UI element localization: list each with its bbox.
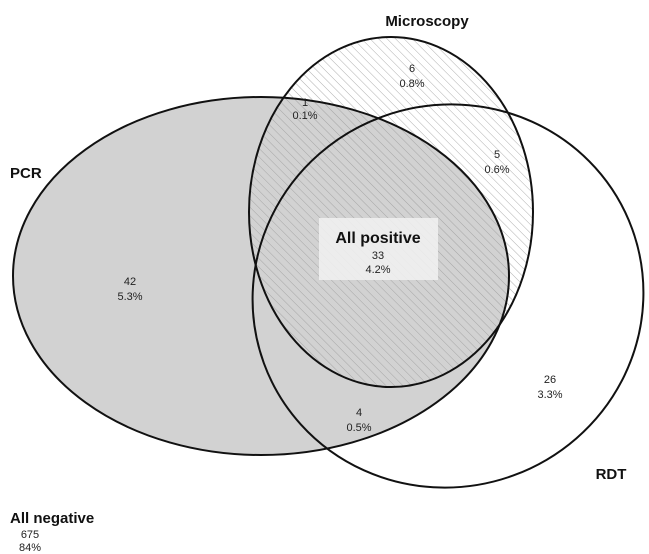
- pcr-rdt-count: 4: [356, 407, 362, 419]
- microscopy-ellipse-outline: [248, 36, 534, 388]
- rdt-only-percent: 3.3%: [537, 389, 562, 401]
- pcr-microscopy-percent: 0.1%: [292, 110, 317, 122]
- pcr-ellipse-outline: [12, 96, 510, 456]
- set-label-microscopy: Microscopy: [385, 13, 469, 30]
- rdt-ellipse: [251, 103, 645, 489]
- set-label-rdt: RDT: [596, 466, 627, 483]
- all-positive-title: All positive: [335, 230, 420, 247]
- all-negative-percent: 84%: [19, 542, 41, 554]
- rdt-only-count: 26: [544, 374, 556, 386]
- all-positive-count: 33: [372, 250, 384, 262]
- microscopy-rdt-count: 5: [494, 149, 500, 161]
- all-negative-title: All negative: [10, 510, 94, 527]
- all-negative-count: 675: [21, 529, 39, 541]
- microscopy-ellipse: [249, 37, 533, 387]
- pcr-rdt-percent: 0.5%: [346, 422, 371, 434]
- microscopy-only-percent: 0.8%: [399, 78, 424, 90]
- pcr-only-count: 42: [124, 276, 136, 288]
- microscopy-only-count: 6: [409, 63, 415, 75]
- pcr-only-percent: 5.3%: [117, 291, 142, 303]
- all-positive-percent: 4.2%: [365, 264, 390, 276]
- all-positive-label-bg: [319, 218, 438, 280]
- pcr-microscopy-count: 1: [302, 97, 308, 109]
- set-label-pcr: PCR: [10, 165, 42, 182]
- microscopy-rdt-percent: 0.6%: [484, 164, 509, 176]
